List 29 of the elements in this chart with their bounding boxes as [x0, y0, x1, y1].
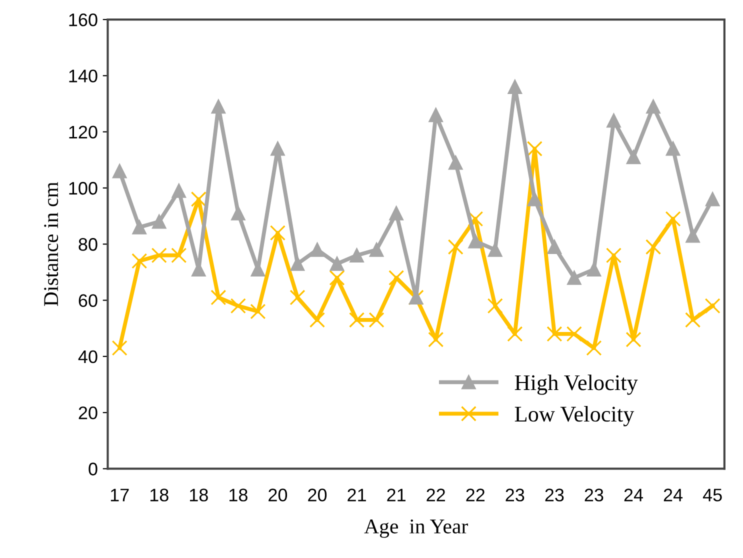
x-tick-label: 21	[387, 488, 406, 502]
y-tick-label: 80	[78, 238, 98, 251]
x-tick-label: 17	[110, 488, 129, 502]
x-tick-label: 18	[230, 488, 248, 502]
y-tick-label: 120	[69, 126, 98, 139]
y-tick-label: 160	[69, 13, 98, 26]
legend-label: Low Velocity	[514, 406, 634, 426]
x-tick-label: 23	[506, 488, 524, 502]
x-tick-label: 24	[624, 488, 644, 502]
x-tick-label: 21	[348, 488, 366, 502]
y-tick-label: 20	[78, 406, 98, 420]
x-tick-label: 20	[308, 488, 327, 502]
x-tick-label: 18	[190, 488, 208, 502]
x-tick-label: 23	[584, 488, 604, 502]
legend-label: High Velocity	[514, 374, 638, 395]
y-tick-label: 60	[78, 294, 98, 307]
x-tick-label: 45	[702, 488, 722, 502]
x-tick-label: 24	[664, 488, 683, 502]
y-axis-title: Distance in cm	[44, 182, 58, 306]
x-tick-label: 20	[268, 488, 288, 502]
y-tick-label: 100	[69, 182, 98, 195]
x-tick-label: 22	[426, 488, 445, 502]
x-axis-title: Age in Year	[364, 519, 468, 538]
y-tick-label: 40	[78, 350, 98, 364]
x-tick-label: 22	[466, 488, 485, 502]
x-tick-label: 23	[545, 488, 564, 502]
y-tick-label: 0	[88, 462, 98, 476]
x-tick-label: 18	[150, 488, 168, 502]
y-tick-label: 140	[69, 70, 98, 82]
